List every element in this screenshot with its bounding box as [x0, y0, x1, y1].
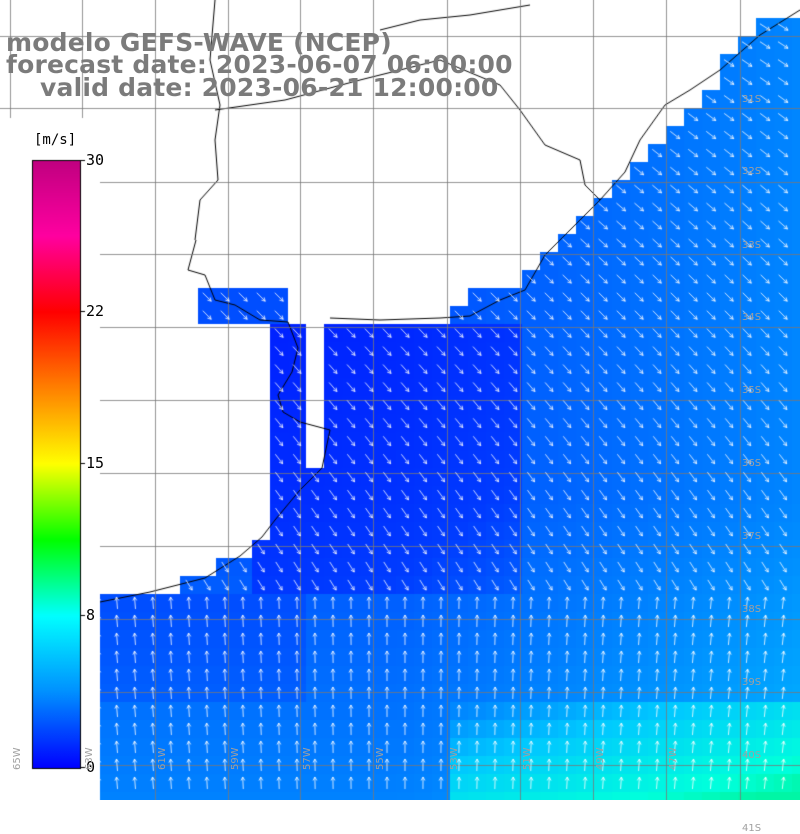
- longitude-label: 57W: [302, 747, 313, 770]
- colorbar-unit-label: [m/s]: [34, 132, 77, 148]
- longitude-label: 61W: [157, 747, 168, 770]
- latitude-label: 35S: [742, 385, 762, 396]
- latitude-label: 32S: [742, 166, 762, 177]
- longitude-label: 47W: [668, 747, 679, 770]
- latitude-label: 40S: [742, 750, 762, 761]
- longitude-label: 59W: [230, 747, 241, 770]
- wind-speed-map: [0, 0, 800, 800]
- longitude-label: 49W: [595, 747, 606, 770]
- latitude-label: 31S: [742, 94, 762, 105]
- latitude-label: 38S: [742, 604, 762, 615]
- colorbar-tick-30: 30: [86, 151, 105, 169]
- longitude-label: 55W: [375, 747, 386, 770]
- valid-date: valid date: 2023-06-21 12:00:00: [40, 73, 499, 102]
- latitude-label: 34S: [742, 312, 762, 323]
- longitude-label: 63W: [84, 747, 95, 770]
- forecast-date: forecast date: 2023-06-07 06:00:00: [6, 50, 513, 79]
- latitude-label: 41S: [742, 823, 762, 834]
- longitude-label: 53W: [449, 747, 460, 770]
- latitude-label: 36S: [742, 458, 762, 469]
- latitude-label: 39S: [742, 677, 762, 688]
- latitude-label: 33S: [742, 240, 762, 251]
- model-title: modelo GEFS-WAVE (NCEP): [6, 28, 392, 57]
- longitude-label: 65W: [12, 747, 23, 770]
- longitude-label: 51W: [522, 747, 533, 770]
- colorbar-tick-8: 8: [86, 606, 96, 624]
- latitude-label: 37S: [742, 531, 762, 542]
- colorbar-tick-22: 22: [86, 302, 105, 320]
- colorbar-tick-0: 0: [86, 758, 96, 776]
- colorbar-tick-15: 15: [86, 454, 105, 472]
